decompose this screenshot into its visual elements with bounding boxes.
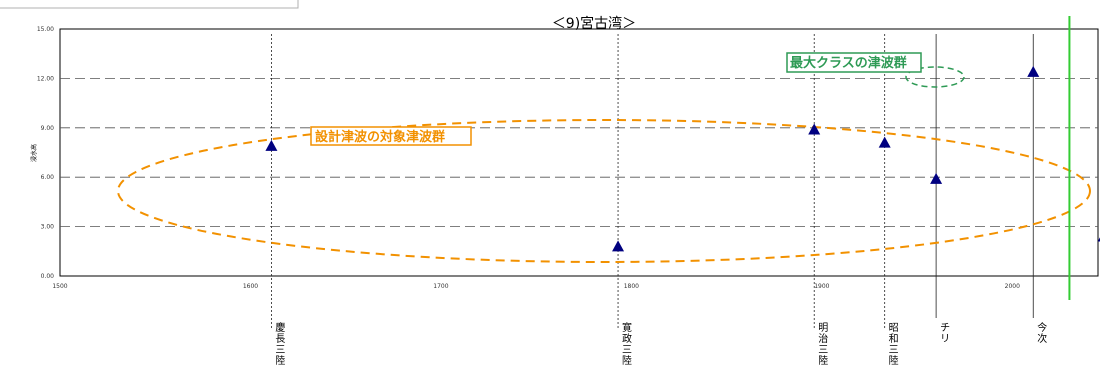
chart-title: ＜9)宮古湾＞	[552, 15, 636, 32]
window-edge	[0, 0, 299, 9]
data-marker	[265, 139, 278, 151]
x-tick-label: 1800	[624, 283, 639, 290]
event-lines	[271, 34, 1034, 330]
event-label: 寛政三陸	[622, 321, 632, 367]
x-tick-label: 1900	[814, 283, 829, 290]
event-label: チリ	[940, 322, 950, 345]
gridlines	[60, 78, 1098, 228]
design-group-label: 設計津波の対象津波群	[315, 129, 445, 145]
y-tick-label: 6.00	[41, 174, 55, 181]
y-tick-labels: 0.00 3.00 6.00 9.00 12.00 15.00	[37, 26, 54, 280]
x-tick-label: 1600	[243, 283, 258, 290]
plot-area	[59, 28, 1099, 277]
max-class-label-box	[786, 52, 922, 73]
data-marker	[1097, 237, 1100, 242]
data-marker	[612, 240, 625, 252]
x-tick-labels: 1500 1600 1700 1800 1900 2000	[52, 283, 1020, 290]
data-marker	[878, 136, 891, 148]
data-markers	[265, 65, 1100, 252]
y-axis-label: 浸水高	[30, 144, 38, 162]
event-label: 慶長三陸	[275, 321, 285, 367]
x-tick-label: 1700	[433, 283, 448, 290]
y-tick-label: 12.00	[37, 75, 54, 82]
max-class-ellipse	[905, 66, 965, 88]
y-tick-label: 0.00	[41, 273, 55, 280]
event-label: 昭和三陸	[889, 322, 899, 367]
data-marker	[808, 123, 821, 135]
data-marker	[930, 172, 943, 184]
design-tsunami-ellipse	[117, 119, 1091, 263]
x-tick-label: 1500	[52, 283, 67, 290]
max-class-label: 最大クラスの津波群	[790, 55, 907, 71]
event-label: 明治三陸	[818, 322, 828, 367]
data-marker	[1027, 65, 1040, 77]
y-tick-label: 9.00	[41, 125, 55, 132]
y-tick-label: 15.00	[37, 26, 54, 33]
event-labels: 慶長三陸寛政三陸明治三陸昭和三陸チリ今次想定宮城	[275, 321, 1047, 367]
event-label: 今次	[1037, 321, 1047, 345]
y-tick-label: 3.00	[41, 224, 55, 231]
x-tick-label: 2000	[1005, 283, 1020, 290]
design-group-label-box	[310, 126, 472, 146]
